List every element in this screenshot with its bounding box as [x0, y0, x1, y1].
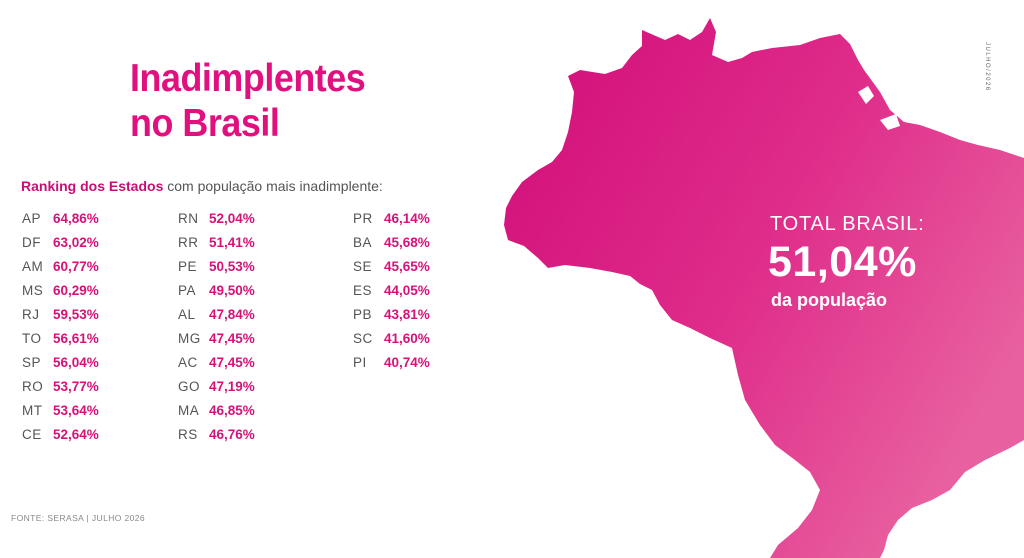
state-code: SP [22, 354, 42, 370]
state-code: PI [353, 354, 367, 370]
ranking-column-2: RN 52,04% RR 51,41% PE 50,53% PA 49,50% AL 47… [178, 206, 255, 446]
state-code: BA [353, 234, 373, 250]
ranking-row: MG 47,45% [178, 326, 255, 350]
ranking-subtitle-highlight: Ranking dos Estados [21, 178, 164, 194]
ranking-row: SC 41,60% [353, 326, 430, 350]
ranking-subtitle: Ranking dos Estados com população mais i… [21, 178, 383, 194]
ranking-row: CE 52,64% [22, 422, 99, 446]
state-percentage: 46,85% [209, 402, 255, 418]
ranking-row: PI 40,74% [353, 350, 430, 374]
state-percentage: 53,64% [53, 402, 99, 418]
state-code: MA [178, 402, 200, 418]
state-percentage: 51,41% [209, 234, 255, 250]
ranking-row: RO 53,77% [22, 374, 99, 398]
ranking-column-1: AP 64,86% DF 63,02% AM 60,77% MS 60,29% RJ 59… [22, 206, 99, 446]
state-percentage: 44,05% [384, 282, 430, 298]
state-percentage: 46,14% [384, 210, 430, 226]
page-title: Inadimplentes no Brasil [130, 56, 366, 146]
ranking-row: PA 49,50% [178, 278, 255, 302]
page-title-line2: no Brasil [130, 102, 280, 145]
ranking-row: TO 56,61% [22, 326, 99, 350]
state-percentage: 52,04% [209, 210, 255, 226]
state-percentage: 63,02% [53, 234, 99, 250]
state-percentage: 47,45% [209, 354, 255, 370]
state-percentage: 49,50% [209, 282, 255, 298]
state-percentage: 56,61% [53, 330, 99, 346]
state-percentage: 45,65% [384, 258, 430, 274]
state-code: GO [178, 378, 201, 394]
state-percentage: 50,53% [209, 258, 255, 274]
ranking-subtitle-rest: com população mais inadimplente: [163, 178, 383, 194]
state-code: RS [178, 426, 198, 442]
state-percentage: 47,45% [209, 330, 255, 346]
ranking-row: RS 46,76% [178, 422, 255, 446]
state-code: SE [353, 258, 373, 274]
state-code: PE [178, 258, 198, 274]
state-percentage: 41,60% [384, 330, 430, 346]
ranking-row: SP 56,04% [22, 350, 99, 374]
state-percentage: 47,19% [209, 378, 255, 394]
ranking-row: PB 43,81% [353, 302, 430, 326]
brazil-map-shape [504, 18, 1024, 558]
state-code: PR [353, 210, 373, 226]
state-code: RJ [22, 306, 40, 322]
state-code: ES [353, 282, 373, 298]
brazil-coast-indent [880, 114, 900, 130]
state-percentage: 64,86% [53, 210, 99, 226]
brazil-coast-indent [858, 86, 874, 104]
ranking-row: ES 44,05% [353, 278, 430, 302]
state-code: DF [22, 234, 41, 250]
state-percentage: 56,04% [53, 354, 99, 370]
state-code: AL [178, 306, 196, 322]
ranking-row: MS 60,29% [22, 278, 99, 302]
state-percentage: 43,81% [384, 306, 430, 322]
state-code: RO [22, 378, 44, 394]
ranking-row: AL 47,84% [178, 302, 255, 326]
state-code: AC [178, 354, 198, 370]
ranking-row: RR 51,41% [178, 230, 255, 254]
ranking-row: GO 47,19% [178, 374, 255, 398]
state-code: PA [178, 282, 197, 298]
ranking-row: RJ 59,53% [22, 302, 99, 326]
state-code: AP [22, 210, 42, 226]
state-code: TO [22, 330, 42, 346]
ranking-row: DF 63,02% [22, 230, 99, 254]
vertical-date-label: JULHO/2026 [984, 42, 990, 92]
state-percentage: 46,76% [209, 426, 255, 442]
state-percentage: 45,68% [384, 234, 430, 250]
source-footnote: FONTE: SERASA | JULHO 2026 [11, 513, 146, 523]
state-code: SC [353, 330, 373, 346]
ranking-row: AC 47,45% [178, 350, 255, 374]
ranking-row: PE 50,53% [178, 254, 255, 278]
state-percentage: 59,53% [53, 306, 99, 322]
state-percentage: 47,84% [209, 306, 255, 322]
state-code: CE [22, 426, 42, 442]
state-percentage: 52,64% [53, 426, 99, 442]
ranking-row: PR 46,14% [353, 206, 430, 230]
state-code: PB [353, 306, 373, 322]
ranking-row: RN 52,04% [178, 206, 255, 230]
state-code: MT [22, 402, 43, 418]
total-caption: da população [771, 290, 888, 310]
state-code: MG [178, 330, 201, 346]
state-percentage: 53,77% [53, 378, 99, 394]
page-title-line1: Inadimplentes [130, 57, 366, 100]
ranking-column-3: PR 46,14% BA 45,68% SE 45,65% ES 44,05% PB 43… [353, 206, 430, 374]
state-code: RN [178, 210, 199, 226]
state-percentage: 60,77% [53, 258, 99, 274]
ranking-row: SE 45,65% [353, 254, 430, 278]
state-code: MS [22, 282, 44, 298]
ranking-row: AM 60,77% [22, 254, 99, 278]
ranking-row: MT 53,64% [22, 398, 99, 422]
state-percentage: 60,29% [53, 282, 99, 298]
ranking-row: BA 45,68% [353, 230, 430, 254]
ranking-row: AP 64,86% [22, 206, 99, 230]
state-percentage: 40,74% [384, 354, 430, 370]
state-code: RR [178, 234, 199, 250]
ranking-row: MA 46,85% [178, 398, 255, 422]
total-label: TOTAL BRASIL: [770, 213, 925, 235]
state-code: AM [22, 258, 44, 274]
total-value: 51,04% [768, 238, 917, 286]
